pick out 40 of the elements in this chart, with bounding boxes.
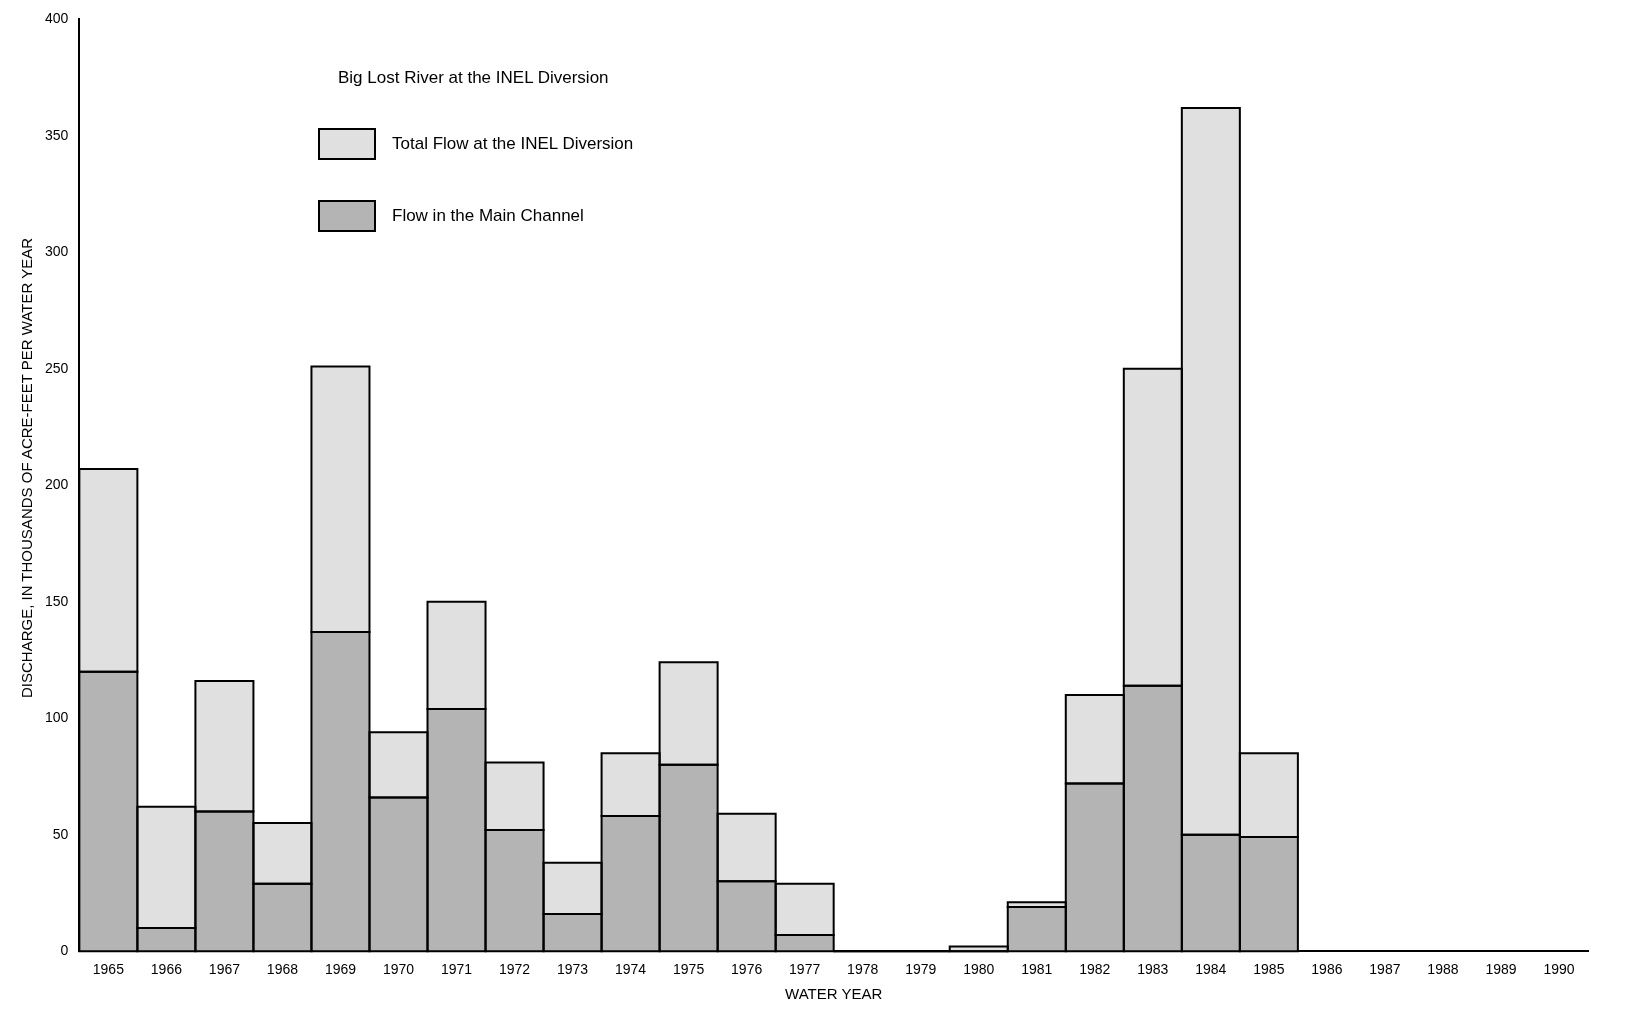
- x-tick-label: 1976: [731, 961, 763, 978]
- x-tick-label: 1970: [382, 961, 415, 978]
- legend-label: Flow in the Main Channel: [392, 206, 584, 226]
- y-tick-label: 0: [60, 942, 69, 959]
- x-tick-label: 1986: [1311, 961, 1343, 978]
- x-tick-label: 1983: [1137, 961, 1169, 978]
- y-axis-title: DISCHARGE, IN THOUSANDS OF ACRE-FEET PER WATER YEAR: [17, 237, 35, 699]
- x-tick-label: 1977: [789, 961, 821, 978]
- y-tick-label: 150: [45, 592, 69, 609]
- x-tick-label: 1987: [1369, 961, 1401, 978]
- y-tick-label: 400: [45, 10, 69, 27]
- x-tick-label: 1972: [498, 961, 531, 978]
- x-tick-label: 1985: [1253, 961, 1285, 978]
- x-tick-label: 1979: [905, 961, 937, 978]
- y-tick-label: 350: [45, 126, 69, 143]
- x-tick-label: 1971: [440, 961, 473, 978]
- x-tick-label: 1973: [556, 961, 589, 978]
- x-tick-label: 1990: [1543, 961, 1575, 978]
- x-tick-label: 1980: [963, 961, 995, 978]
- x-tick-label: 1974: [615, 961, 647, 978]
- x-tick-label: 1966: [150, 961, 183, 978]
- x-axis-title: WATER YEAR: [785, 985, 883, 1003]
- x-tick-label: 1969: [324, 961, 357, 978]
- legend-label: Total Flow at the INEL Diversion: [392, 134, 634, 154]
- x-tick-label: 1981: [1021, 961, 1053, 978]
- x-tick-label: 1989: [1485, 961, 1517, 978]
- y-tick-label: 300: [45, 243, 69, 260]
- x-tick-label: 1988: [1427, 961, 1459, 978]
- x-tick-label: 1967: [208, 961, 241, 978]
- y-tick-label: 50: [52, 825, 69, 842]
- x-tick-label: 1984: [1195, 961, 1227, 978]
- x-tick-label: 1982: [1079, 961, 1111, 978]
- x-tick-label: 1978: [847, 961, 879, 978]
- y-tick-label: 250: [45, 359, 69, 376]
- x-tick-label: 1965: [92, 961, 125, 978]
- x-tick-label: 1975: [673, 961, 705, 978]
- y-tick-label: 200: [45, 476, 69, 493]
- legend-title: Big Lost River at the INEL Diversion: [338, 68, 610, 88]
- x-tick-label: 1968: [266, 961, 299, 978]
- y-tick-label: 100: [45, 709, 69, 726]
